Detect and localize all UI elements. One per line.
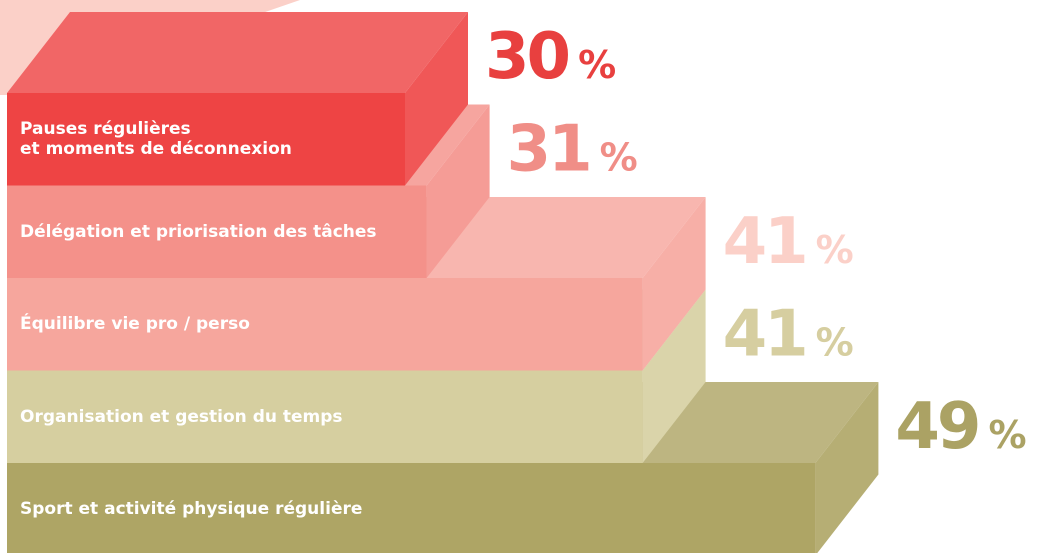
value-unit: % [578,43,616,87]
bar-front [7,370,643,463]
bar-side [405,12,468,186]
bar-front [7,93,405,186]
category-label: Équilibre vie pro / perso [20,314,250,335]
bar-top [7,12,468,93]
bar-front [7,278,643,371]
category-label: Sport et activité physique régulière [20,499,363,520]
bar-front [7,463,816,553]
bar: Pauses régulières et moments de déconnex… [7,12,468,186]
value-number: 41 [723,298,806,372]
value-number: 30 [485,20,569,94]
category-label: Délégation et priorisation des tâches [20,221,377,242]
category-label: Équilibre vie pro / perso [20,314,250,335]
category-label: Délégation et priorisation des tâches [20,221,377,242]
value-label: 41% [723,298,854,372]
category-label: Organisation et gestion du temps [20,406,343,427]
value-label: 41% [723,205,854,279]
bar-side [815,382,879,553]
value-unit: % [816,228,854,272]
bar-front [7,185,427,278]
category-label: Pauses régulières et moments de déconnex… [20,119,292,160]
bar-side [642,289,706,463]
value-unit: % [988,413,1026,457]
bar-side [426,104,490,278]
value-label: 49% [895,390,1026,464]
bar-side [642,197,706,371]
value-unit: % [816,321,854,365]
category-label: Organisation et gestion du temps [20,406,343,427]
value-label: 30% [485,20,616,94]
value-unit: % [600,136,638,180]
category-label: Sport et activité physique régulière [20,499,363,520]
value-number: 41 [723,205,806,279]
value-label: 31% [507,113,638,187]
value-number: 49 [895,390,978,464]
category-label: Pauses régulières et moments de déconnex… [20,119,292,160]
value-number: 31 [507,113,590,187]
